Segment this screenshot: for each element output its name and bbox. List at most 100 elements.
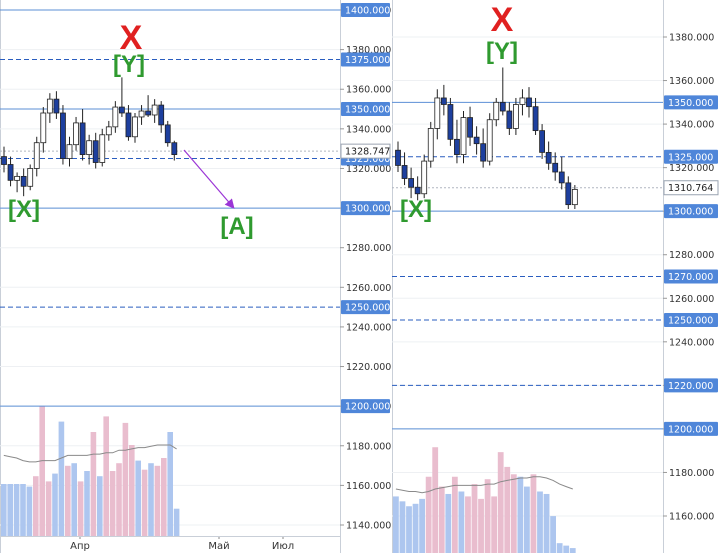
- volume-bar: [491, 496, 498, 553]
- bear-candle: [119, 106, 125, 114]
- bull-candle: [46, 98, 53, 114]
- current-price-box: [663, 180, 719, 196]
- volume-bar: [510, 474, 517, 553]
- bull-candle: [86, 140, 93, 155]
- volume-bar: [438, 486, 445, 553]
- bear-candle: [125, 112, 132, 138]
- volume-bar: [109, 471, 116, 536]
- y-tick-label: 1180.000: [669, 468, 714, 479]
- volume-bar: [13, 484, 20, 536]
- volume-ma-line: [3, 444, 177, 463]
- y-tick-label: 1360.000: [669, 76, 714, 87]
- y-tick-label: 1380.000: [669, 33, 714, 44]
- bull-candle: [40, 112, 47, 144]
- level-label-box: [341, 201, 390, 216]
- bull-candle: [421, 160, 428, 195]
- level-label: 1250.000: [345, 303, 390, 314]
- volume-bar: [161, 458, 167, 536]
- bear-candle: [395, 149, 401, 166]
- level-label: 1200.000: [668, 424, 713, 435]
- bear-candle: [558, 171, 565, 184]
- bull-candle: [112, 106, 119, 128]
- x-tick-label: Апр: [70, 541, 90, 552]
- volume-bar: [445, 493, 452, 553]
- y-tick-label: 1340.000: [669, 120, 714, 131]
- volume-bar: [530, 474, 537, 553]
- bear-candle: [60, 112, 66, 159]
- level-label: 1325.000: [668, 152, 713, 163]
- y-tick-label: 1360.000: [346, 85, 391, 96]
- volume-bar: [399, 501, 406, 553]
- volume-bar: [20, 484, 26, 536]
- volume-bar: [129, 445, 135, 536]
- bear-candle: [552, 162, 559, 173]
- volume-bar: [432, 447, 439, 553]
- volume-bar: [71, 463, 77, 536]
- price-axis-background: [340, 0, 392, 553]
- volume-bar: [97, 476, 103, 536]
- bear-candle: [145, 110, 152, 116]
- volume-bar: [563, 545, 570, 553]
- y-tick-label: 1280.000: [346, 243, 391, 254]
- volume-bar: [141, 469, 148, 536]
- bear-candle: [20, 175, 27, 187]
- level-label: 1325.000: [345, 154, 390, 165]
- bear-candle: [1, 156, 7, 165]
- bull-candle: [493, 101, 500, 121]
- level-label: 1250.000: [668, 316, 713, 327]
- bear-candle: [447, 104, 454, 140]
- volume-bar: [154, 465, 161, 536]
- bull-candle: [519, 97, 526, 105]
- volume-bar: [504, 466, 511, 553]
- bull-candle: [66, 144, 73, 159]
- level-label-box: [341, 399, 390, 414]
- y-tick-label: 1160.000: [346, 481, 391, 492]
- bear-candle: [473, 136, 480, 145]
- bull-candle: [132, 116, 138, 138]
- y-tick-label: 1180.000: [346, 441, 391, 452]
- volume-bar: [52, 473, 58, 536]
- volume-bar: [84, 471, 90, 536]
- x-tick-label: Июл: [272, 541, 294, 552]
- volume-bar: [537, 491, 543, 553]
- bear-candle: [408, 178, 415, 188]
- y-tick-label: 1260.000: [669, 294, 714, 305]
- bull-candle: [105, 126, 112, 136]
- bull-candle: [73, 122, 79, 146]
- volume-bar: [39, 406, 45, 536]
- bull-candle: [151, 104, 158, 116]
- bear-candle: [506, 110, 513, 129]
- volume-bar: [45, 481, 52, 536]
- level-label-box: [664, 149, 718, 164]
- volume-bar: [406, 506, 412, 553]
- wave-label: [Y]: [486, 38, 518, 65]
- volume-bar: [135, 460, 141, 536]
- bear-candle: [454, 138, 460, 155]
- volume-bar: [517, 476, 524, 553]
- wave-annotations: X[Y][X][A]X[Y][X]: [8, 1, 518, 240]
- volume-bar: [412, 503, 419, 553]
- bear-candle: [7, 164, 14, 181]
- bear-candle: [499, 101, 506, 112]
- bear-candle: [401, 165, 408, 179]
- current-price-box: [340, 143, 391, 159]
- bear-candle: [79, 122, 86, 155]
- volume-bar: [569, 548, 576, 553]
- volume-bar: [471, 484, 478, 553]
- level-label: 1220.000: [668, 381, 713, 392]
- bear-candle: [545, 151, 552, 164]
- level-label-box: [664, 95, 718, 110]
- bear-candle: [53, 98, 60, 114]
- bull-candle: [434, 97, 441, 129]
- bear-candle: [539, 130, 545, 153]
- volume-bar: [556, 543, 563, 553]
- volume-bar: [465, 496, 471, 553]
- bear-candle: [565, 182, 572, 206]
- right-chart-panel: 1160.000 1180.000 1200.000 1220.000 1240.000…: [392, 0, 720, 553]
- volume-bar: [478, 498, 484, 553]
- bear-candle: [532, 106, 539, 132]
- level-label: 1375.000: [345, 55, 390, 66]
- x-tick-label: Май: [208, 541, 229, 552]
